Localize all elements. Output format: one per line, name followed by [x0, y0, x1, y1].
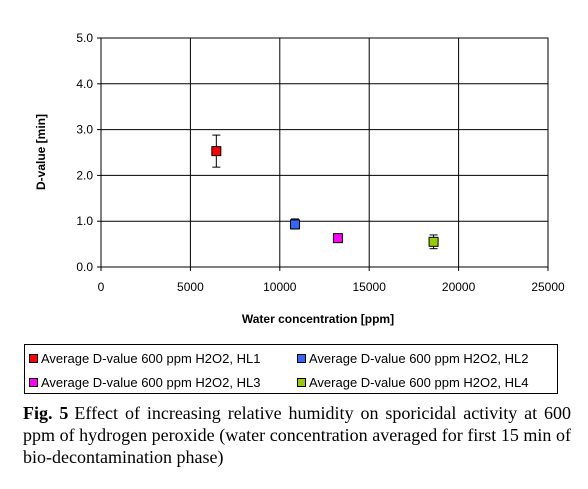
x-tick-label: 20000 [442, 280, 476, 294]
legend-label-hl1: Average D-value 600 ppm H2O2, HL1 [41, 351, 261, 366]
legend-item-hl4: Average D-value 600 ppm H2O2, HL4 [297, 375, 528, 390]
legend-swatch-hl1 [29, 354, 38, 363]
legend-item-hl3: Average D-value 600 ppm H2O2, HL3 [29, 375, 260, 390]
legend-item-hl1: Average D-value 600 ppm H2O2, HL1 [29, 351, 260, 366]
y-tick-label: 2.0 [76, 168, 93, 182]
grid-lines [97, 37, 549, 271]
x-tick-label: 0 [98, 280, 105, 294]
x-tick-label: 15000 [353, 280, 387, 294]
figure-caption: Fig. 5 Effect of increasing relative humi… [23, 402, 571, 468]
caption-label: Fig. 5 [23, 403, 69, 423]
legend-label-hl3: Average D-value 600 ppm H2O2, HL3 [41, 375, 261, 390]
legend-swatch-hl4 [297, 378, 306, 387]
x-axis-title: Water concentration [ppm] [242, 312, 394, 326]
x-tick-label: 10000 [263, 280, 297, 294]
data-points [211, 134, 439, 250]
legend-swatch-hl3 [29, 378, 38, 387]
legend: Average D-value 600 ppm H2O2, HL1 Averag… [24, 344, 558, 394]
y-tick-label: 1.0 [76, 214, 93, 228]
y-tick-label: 0.0 [76, 260, 93, 274]
legend-label-hl4: Average D-value 600 ppm H2O2, HL4 [309, 375, 529, 390]
data-point-series-4 [428, 236, 439, 247]
chart: 0 5000 10000 15000 20000 25000 0.0 1.0 2.0 3.0 4.0… [34, 31, 565, 326]
x-tick-label: 5000 [177, 280, 204, 294]
data-point-series-2 [289, 219, 300, 230]
x-tick-label: 25000 [531, 280, 565, 294]
data-point-series-1 [211, 146, 222, 157]
plot-area [100, 37, 549, 268]
y-tick-label: 4.0 [76, 77, 93, 91]
data-point-series-3 [332, 233, 343, 244]
y-tick-label: 3.0 [76, 123, 93, 137]
y-axis-title: D-value [min] [34, 114, 48, 190]
legend-swatch-hl2 [297, 354, 306, 363]
legend-item-hl2: Average D-value 600 ppm H2O2, HL2 [297, 351, 528, 366]
tick-labels: 0 5000 10000 15000 20000 25000 0.0 1.0 2.0 3.0 4.0… [76, 31, 565, 294]
caption-text: Effect of increasing relative humidity o… [23, 403, 572, 467]
y-tick-label: 5.0 [76, 31, 93, 45]
legend-label-hl2: Average D-value 600 ppm H2O2, HL2 [309, 351, 529, 366]
